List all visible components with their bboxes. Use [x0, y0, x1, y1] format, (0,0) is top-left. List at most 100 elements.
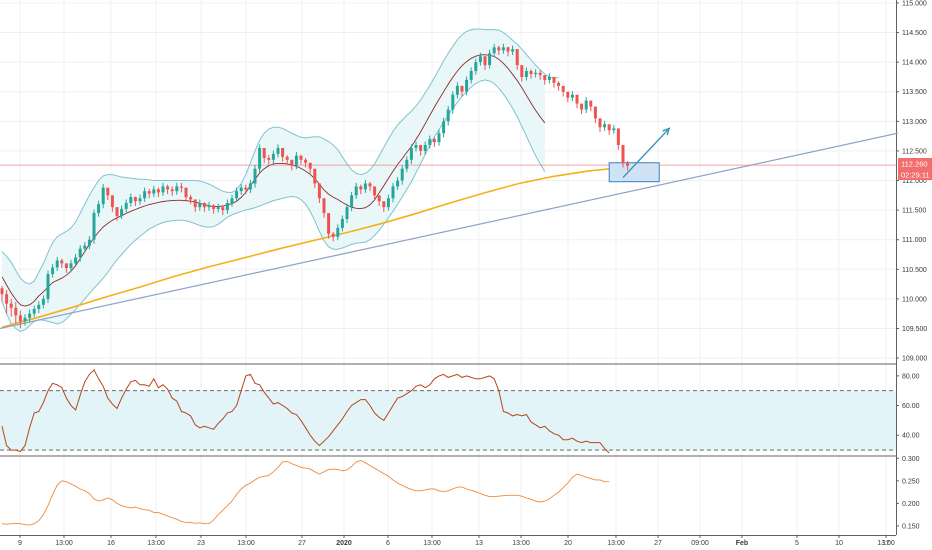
candle-body	[359, 186, 363, 190]
candle-body	[115, 207, 119, 217]
candle-body	[281, 147, 285, 157]
candle-body	[317, 183, 321, 199]
candle-body	[603, 124, 607, 128]
candle-body	[469, 71, 473, 80]
candle-body	[396, 180, 400, 187]
candle-body	[156, 189, 160, 193]
bollinger-upper-line	[1, 28, 559, 285]
x-tick-label: 9	[18, 540, 22, 547]
indicator-panel[interactable]	[1, 460, 610, 526]
countdown-label: 02:29:11	[901, 171, 930, 180]
x-tick-label: 10	[835, 540, 843, 547]
candle-body	[244, 187, 248, 190]
trendline[interactable]	[0, 132, 899, 330]
candle-body	[221, 207, 225, 211]
candle-body	[106, 187, 110, 196]
candle-body	[143, 191, 147, 199]
candle-body	[405, 159, 409, 169]
candle-body	[607, 124, 611, 131]
candle-body	[552, 76, 556, 83]
candle-body	[9, 303, 13, 308]
candle-body	[294, 155, 298, 166]
candle-body	[557, 82, 561, 86]
price-panel[interactable]	[0, 28, 899, 332]
candle-body	[474, 62, 478, 72]
candle-body	[460, 85, 464, 92]
candle-body	[175, 186, 179, 192]
candle-body	[455, 85, 459, 95]
candle-body	[152, 189, 156, 194]
y-tick-label: 112.000	[902, 178, 927, 185]
x-tick-label: 20	[564, 540, 572, 547]
candle-body	[437, 133, 441, 143]
y-tick-label: 110.000	[902, 296, 927, 303]
y-tick-label: 0.250	[902, 478, 920, 485]
candle-body	[212, 205, 216, 209]
price-axis[interactable]: 115.000 114.500 114.000 113.500 113.000 112.5…	[896, 0, 927, 530]
y-tick-label: 114.500	[902, 30, 927, 37]
candle-body	[409, 147, 413, 160]
price-label: 112.260	[901, 160, 928, 169]
x-tick-label: 13:00	[237, 540, 255, 547]
candle-body	[41, 298, 45, 305]
candle-body	[386, 198, 390, 208]
candle-body	[520, 65, 524, 77]
candle-body	[584, 100, 588, 110]
candle-body	[593, 106, 597, 119]
x-tick-label: 13:00	[512, 540, 530, 547]
candle-body	[363, 183, 367, 190]
candle-body	[345, 207, 349, 219]
x-tick-label: 23	[197, 540, 205, 547]
candle-body	[313, 168, 317, 184]
rsi-band-fill	[0, 390, 896, 451]
candle-body	[69, 263, 73, 269]
candle-body	[621, 145, 625, 163]
candle-body	[92, 213, 96, 240]
rsi-panel[interactable]	[0, 369, 896, 454]
candle-body	[566, 91, 570, 98]
y-tick-label: 0.300	[902, 456, 920, 463]
candle-body	[492, 47, 496, 54]
x-tick-label: 27	[654, 540, 662, 547]
candlestick-series	[0, 43, 630, 329]
support-zone-rectangle[interactable]	[608, 162, 660, 183]
y-tick-label: 115.000	[902, 0, 927, 7]
candle-body	[51, 267, 55, 275]
x-tick-label: 13:00	[147, 540, 165, 547]
candle-body	[124, 203, 128, 209]
candle-body	[285, 156, 289, 160]
y-tick-label: 60.00	[902, 403, 920, 410]
moving-average-line	[1, 164, 657, 329]
candle-body	[28, 313, 32, 318]
countdown-label-bg	[898, 169, 932, 180]
bollinger-band-fill	[2, 29, 545, 332]
candle-body	[561, 85, 565, 92]
candle-body	[304, 159, 308, 163]
x-tick-label: 5	[795, 540, 799, 547]
time-axis[interactable]: 9 13:00 16 13:00 23 13:00 27 2020 6 13:00 13 13:00 2…	[18, 535, 895, 547]
candle-body	[400, 168, 404, 181]
x-tick-label: 17	[882, 540, 890, 547]
candle-body	[299, 155, 303, 160]
candle-body	[511, 49, 515, 52]
y-tick-label: 114.000	[902, 60, 927, 67]
candle-body	[32, 308, 36, 314]
candle-body	[14, 307, 18, 316]
rsi-line	[1, 369, 610, 454]
bollinger-basis-line	[1, 54, 546, 307]
x-tick-label: 6	[386, 540, 390, 547]
candle-body	[248, 183, 252, 190]
projection-arrow[interactable]	[622, 127, 671, 179]
candle-body	[414, 145, 418, 148]
candle-body	[497, 47, 501, 51]
arrow-head	[662, 127, 671, 136]
candle-body	[37, 304, 41, 309]
x-tick-label: 13:00	[55, 540, 73, 547]
candle-body	[368, 183, 372, 187]
candle-body	[97, 204, 101, 214]
candle-body	[18, 315, 22, 322]
y-tick-label: 111.500	[902, 208, 926, 215]
x-tick-label: 13:00	[607, 540, 625, 547]
candle-body	[336, 227, 340, 237]
